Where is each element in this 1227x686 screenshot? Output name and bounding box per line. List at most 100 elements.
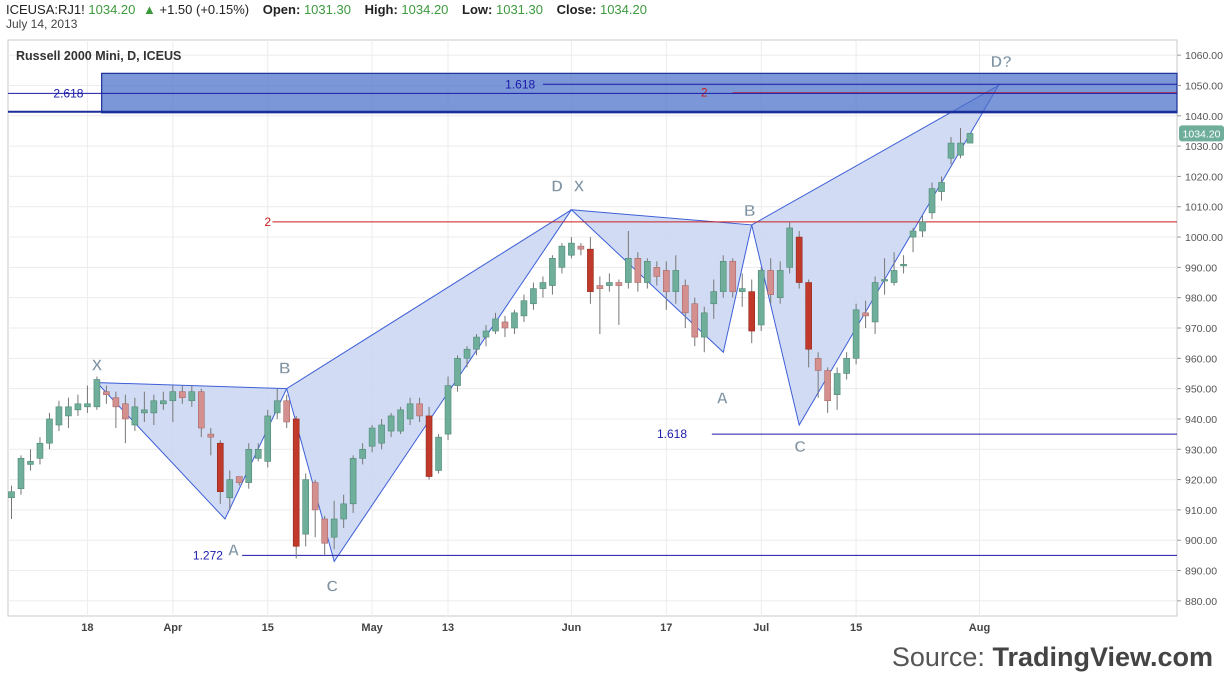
candle-body [957, 142, 964, 156]
candle-body [55, 406, 63, 426]
candle-body [890, 270, 898, 283]
source-credit: Source: TradingView.com [892, 642, 1213, 673]
candle-body [160, 400, 167, 405]
x-tick-label: 15 [262, 622, 274, 634]
candle-body [340, 503, 347, 520]
chart-title: Russell 2000 Mini, D, ICEUS [16, 49, 181, 63]
candle-body [321, 518, 328, 544]
candles [8, 127, 974, 559]
y-tick-label: 960.00 [1185, 353, 1217, 365]
x-tick-label: Apr [163, 622, 183, 634]
candle-body [330, 518, 338, 538]
candle-body [786, 227, 793, 268]
candle-body [681, 285, 689, 314]
candle-body [444, 385, 452, 435]
candle-body [501, 321, 509, 329]
pattern-point-label: X [574, 179, 585, 196]
candle-body [577, 245, 585, 250]
candle-body [710, 291, 718, 305]
y-tick-label: 990.00 [1185, 262, 1217, 274]
candle-body [748, 291, 756, 332]
pattern-point-label: B [279, 360, 291, 377]
candle-body [235, 476, 243, 483]
symbol-name: ICEUSA:RJ1! [6, 2, 85, 17]
candle-body [833, 373, 841, 395]
change-value: +1.50 (+0.15%) [159, 2, 250, 17]
y-tick-label: 1010.00 [1185, 202, 1223, 214]
last-price: 1034.20 [88, 2, 136, 17]
candle-body [17, 458, 25, 489]
last-price-label: 1034.20 [1183, 128, 1221, 140]
candle-body [368, 427, 376, 447]
candle-body [406, 403, 414, 420]
candle-body [824, 370, 831, 402]
candle-body [93, 379, 101, 408]
y-tick-label: 880.00 [1185, 596, 1217, 608]
candle-body [150, 400, 158, 414]
candle-body [634, 257, 642, 283]
fib-level-label: 1.618 [505, 77, 535, 91]
candle-body [568, 242, 575, 256]
candle-body [387, 415, 395, 432]
candle-body [65, 406, 72, 417]
high-value: 1034.20 [401, 2, 449, 17]
close-label: Close: [556, 2, 597, 17]
x-tick-label: 17 [660, 622, 672, 634]
low-value: 1031.30 [495, 2, 543, 17]
pattern-point-label: B [744, 203, 756, 220]
last-price-box [1179, 125, 1224, 142]
candle-body [226, 479, 234, 499]
candle-body [292, 418, 300, 547]
candle-body [179, 391, 186, 399]
candle-body [814, 358, 822, 371]
fib-level-label: 2.618 [53, 86, 83, 100]
y-tick-label: 940.00 [1185, 414, 1217, 426]
candle-body [938, 182, 945, 192]
symbol-header: ICEUSA:RJ1! 1034.20 ▲ +1.50 (+0.15%) Ope… [6, 2, 647, 17]
candle-body [112, 397, 120, 408]
pattern-point-label: A [717, 391, 729, 408]
candle-body [254, 448, 262, 459]
pattern-point-label: C [794, 439, 806, 456]
pattern-point-label: C [326, 579, 338, 596]
candle-body [349, 458, 357, 505]
candle-body [283, 400, 291, 423]
x-tick-label: May [361, 622, 383, 634]
pattern-point-label: D? [991, 54, 1012, 71]
candle-body [264, 415, 272, 462]
candle-body [511, 312, 518, 329]
low-label: Low: [462, 2, 493, 17]
y-tick-label: 920.00 [1185, 475, 1217, 487]
candle-body [188, 391, 196, 402]
candle-body [843, 358, 850, 374]
open-value: 1031.30 [303, 2, 351, 17]
candle-body [909, 230, 917, 238]
candle-body [245, 448, 253, 483]
candle-body [700, 312, 708, 338]
candle-body [8, 491, 15, 499]
candle-body [719, 261, 727, 292]
candle-body [881, 279, 888, 282]
candle-body [729, 261, 737, 292]
candle-body [311, 482, 319, 511]
candle-body [663, 270, 670, 292]
candle-body [549, 257, 556, 286]
candle-body [36, 442, 44, 459]
pattern-triangle [286, 209, 572, 563]
x-tick-label: 13 [442, 622, 454, 634]
candle-body [691, 303, 699, 338]
candle-body [435, 436, 442, 471]
candle-body [539, 282, 547, 289]
y-tick-label: 980.00 [1185, 293, 1217, 305]
candle-body [463, 348, 471, 359]
source-prefix: Source: [891, 642, 993, 672]
candle-body [273, 400, 281, 414]
y-tick-label: 930.00 [1185, 444, 1217, 456]
candle-body [492, 318, 499, 332]
candle-body [520, 300, 528, 317]
y-tick-label: 1060.00 [1185, 50, 1223, 62]
candle-body [776, 270, 784, 298]
candle-body [359, 448, 366, 459]
